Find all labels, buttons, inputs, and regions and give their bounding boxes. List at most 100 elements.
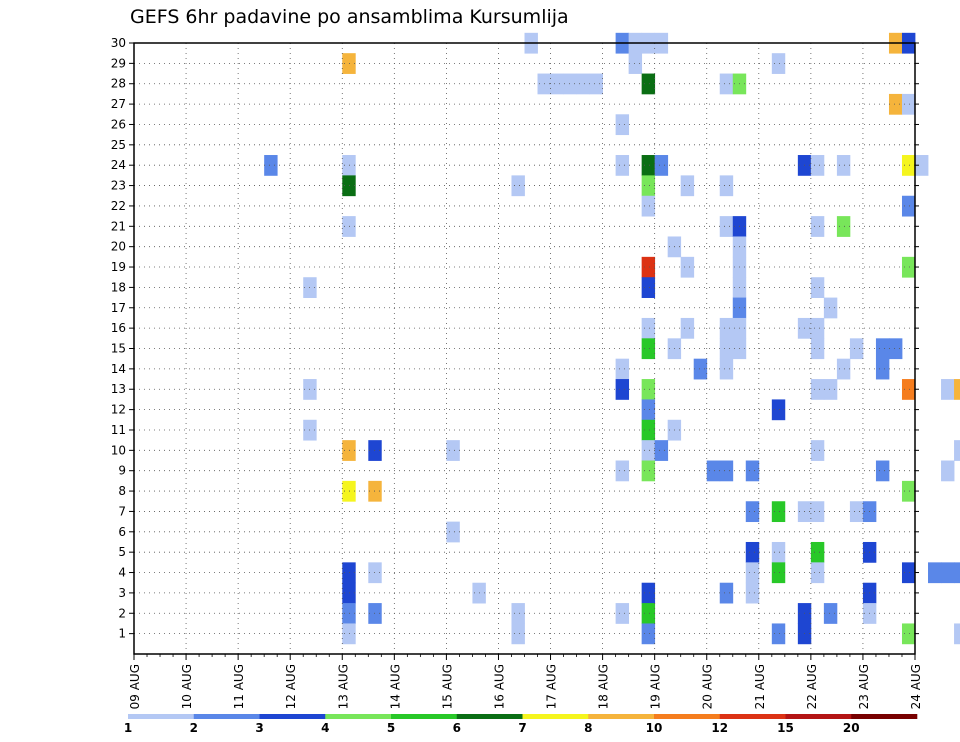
y-tick-label: 12 (111, 403, 126, 417)
x-tick-label: 14 AUG (388, 664, 402, 709)
y-tick-label: 10 (111, 443, 126, 457)
heatmap-cell (810, 216, 825, 237)
heatmap-cell (368, 603, 382, 624)
colorbar-segment (259, 714, 326, 719)
heatmap-cell (615, 155, 630, 176)
heatmap-cell (615, 460, 630, 482)
heatmap-cell (342, 562, 356, 584)
heatmap-cell (264, 155, 278, 176)
heatmap-cell (719, 73, 734, 95)
y-tick-label: 20 (111, 240, 126, 254)
y-tick-label: 21 (111, 219, 126, 233)
heatmap-cell (901, 379, 916, 400)
y-tick-label: 4 (118, 566, 126, 580)
heatmap-cell (563, 73, 577, 95)
colorbar: 1 2 3 4 5 6 7 8 10 12 15 20 (124, 714, 918, 735)
heatmap-cell (446, 521, 460, 543)
colorbar-segment (193, 714, 260, 719)
colorbar-label: 6 (453, 721, 461, 735)
heatmap-cell (368, 562, 382, 584)
y-tick-label: 26 (111, 117, 126, 131)
heatmap-cell (368, 480, 382, 502)
colorbar-segment (851, 714, 918, 719)
heatmap-cell (745, 562, 760, 584)
heatmap-cell (576, 73, 590, 95)
heatmap-cell (680, 175, 695, 197)
heatmap-cell (628, 53, 643, 74)
y-tick-label: 6 (118, 525, 126, 539)
heatmap-cell (771, 562, 786, 584)
heatmap-cell (641, 582, 656, 604)
heatmap-cell (771, 541, 786, 563)
heatmap-cell (342, 155, 356, 176)
heatmap-cell (823, 603, 838, 624)
heatmap-cell (641, 195, 656, 217)
heatmap-cell (901, 562, 916, 584)
heatmap-cell (901, 480, 916, 502)
heatmap-cell (836, 216, 851, 237)
x-tick-label: 18 AUG (597, 664, 611, 709)
colorbar-label: 15 (777, 721, 794, 735)
colorbar-segment (522, 714, 589, 719)
y-tick-label: 27 (111, 97, 126, 111)
heatmap-cell (901, 195, 916, 217)
heatmap-cell (875, 460, 890, 482)
heatmap-cell (641, 603, 656, 624)
heatmap-cell (888, 338, 903, 360)
heatmap-cell (693, 358, 708, 380)
heatmap-cell (342, 216, 356, 237)
heatmap-cell (888, 93, 903, 115)
x-tick-label: 13 AUG (336, 664, 350, 709)
heatmap-cell (849, 501, 864, 523)
heatmap-cell (823, 379, 838, 400)
heatmap-cell (615, 603, 630, 624)
colorbar-segment (785, 714, 852, 719)
y-tick-label: 25 (111, 138, 126, 152)
heatmap-cell (615, 379, 630, 400)
colorbar-label: 12 (711, 721, 728, 735)
heatmap-cell (719, 358, 734, 380)
grid-lines (134, 42, 915, 654)
heatmap-cell (719, 175, 734, 197)
x-tick-label: 24 AUG (909, 664, 923, 709)
colorbar-label: 5 (387, 721, 395, 735)
heatmap-cell (641, 256, 656, 278)
x-tick-label: 12 AUG (284, 664, 298, 709)
y-tick-label: 8 (118, 484, 126, 498)
heatmap-cell (810, 277, 825, 298)
heatmap-cell (342, 53, 356, 74)
heatmap-cells (264, 32, 960, 645)
y-tick-label: 3 (118, 586, 126, 600)
heatmap-cell (771, 501, 786, 523)
heatmap-cell (901, 155, 916, 176)
heatmap-cell (342, 623, 356, 645)
heatmap-cell (511, 603, 525, 624)
heatmap-cell (836, 155, 851, 176)
heatmap-cell (641, 338, 656, 360)
y-tick-label: 17 (111, 301, 126, 315)
heatmap-cell (875, 338, 890, 360)
heatmap-cell (511, 623, 525, 645)
heatmap-cell (771, 399, 786, 421)
colorbar-label: 8 (584, 721, 592, 735)
heatmap-cell (654, 155, 669, 176)
heatmap-cell (810, 562, 825, 584)
x-tick-label: 22 AUG (805, 664, 819, 709)
heatmap-cell (928, 562, 942, 584)
heatmap-cell (954, 440, 960, 461)
y-tick-label: 14 (111, 362, 126, 376)
colorbar-segment (719, 714, 786, 719)
heatmap-cell (550, 73, 564, 95)
heatmap-cell (719, 317, 734, 339)
x-tick-label: 23 AUG (857, 664, 871, 709)
heatmap-cell (680, 256, 695, 278)
x-tick-label: 16 AUG (492, 664, 506, 709)
x-tick-label: 20 AUG (701, 664, 715, 709)
colorbar-label: 20 (843, 721, 860, 735)
x-tick-label: 15 AUG (440, 664, 454, 709)
colorbar-segment (128, 714, 195, 719)
colorbar-label: 4 (321, 721, 329, 735)
heatmap-cell (901, 623, 916, 645)
heatmap-cell (641, 440, 656, 461)
y-tick-label: 15 (111, 342, 126, 356)
